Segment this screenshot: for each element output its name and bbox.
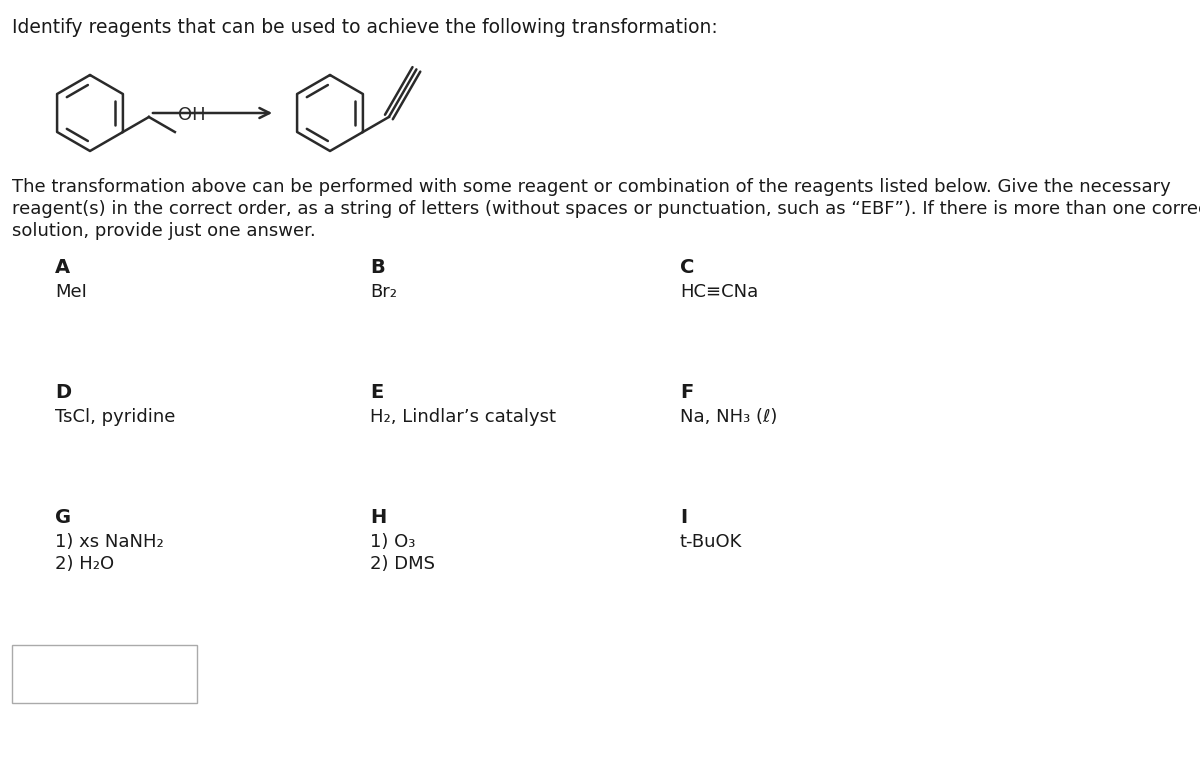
- Text: OH: OH: [178, 106, 205, 124]
- Text: The transformation above can be performed with some reagent or combination of th: The transformation above can be performe…: [12, 178, 1171, 196]
- Text: 1) xs NaNH₂: 1) xs NaNH₂: [55, 533, 163, 551]
- Text: HC≡CNa: HC≡CNa: [680, 283, 758, 301]
- Text: H₂, Lindlar’s catalyst: H₂, Lindlar’s catalyst: [370, 408, 556, 426]
- Text: t-BuOK: t-BuOK: [680, 533, 743, 551]
- Text: D: D: [55, 383, 71, 402]
- Text: G: G: [55, 508, 71, 527]
- Text: 2) DMS: 2) DMS: [370, 555, 436, 573]
- Text: B: B: [370, 258, 385, 277]
- Text: TsCl, pyridine: TsCl, pyridine: [55, 408, 175, 426]
- Text: 1) O₃: 1) O₃: [370, 533, 415, 551]
- Text: C: C: [680, 258, 695, 277]
- Text: E: E: [370, 383, 383, 402]
- Text: solution, provide just one answer.: solution, provide just one answer.: [12, 222, 316, 240]
- Text: reagent(s) in the correct order, as a string of letters (without spaces or punct: reagent(s) in the correct order, as a st…: [12, 200, 1200, 218]
- Text: I: I: [680, 508, 688, 527]
- Text: 2) H₂O: 2) H₂O: [55, 555, 114, 573]
- Text: Br₂: Br₂: [370, 283, 397, 301]
- Text: Identify reagents that can be used to achieve the following transformation:: Identify reagents that can be used to ac…: [12, 18, 718, 37]
- FancyBboxPatch shape: [12, 645, 197, 703]
- Text: Na, NH₃ (ℓ): Na, NH₃ (ℓ): [680, 408, 778, 426]
- Text: H: H: [370, 508, 386, 527]
- Text: MeI: MeI: [55, 283, 86, 301]
- Text: A: A: [55, 258, 70, 277]
- Text: F: F: [680, 383, 694, 402]
